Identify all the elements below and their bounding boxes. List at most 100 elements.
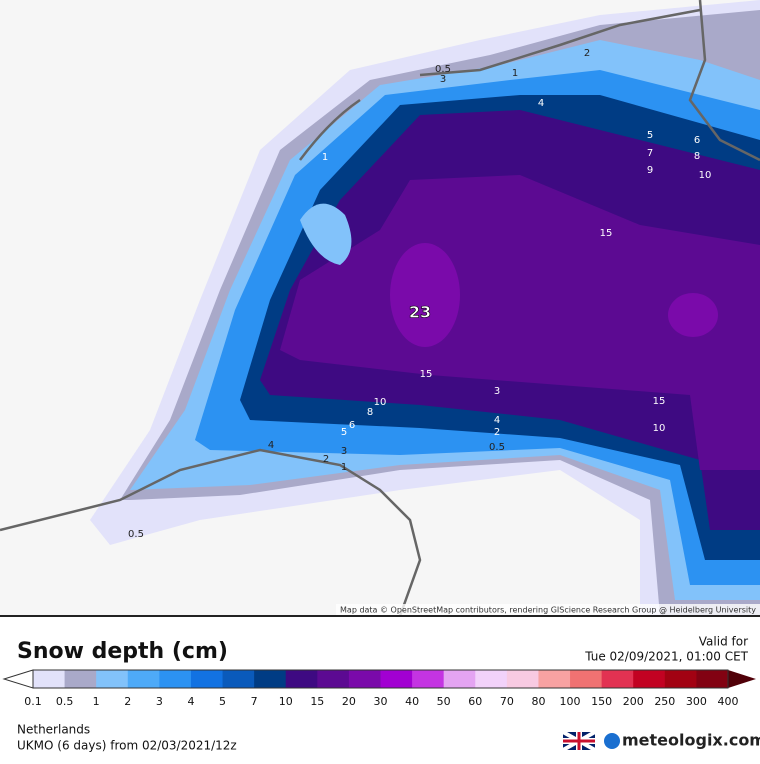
title: Snow depth (cm)	[17, 639, 228, 664]
swatch	[601, 670, 634, 688]
contour-label: 3	[341, 446, 347, 457]
swatch	[127, 670, 160, 688]
contour-label: 0.5	[489, 442, 505, 453]
swatch	[64, 670, 97, 688]
border	[688, 0, 760, 162]
contour-label: 6	[694, 135, 700, 146]
contour-label: 15	[653, 396, 666, 407]
colorbar-label: 100	[560, 695, 581, 708]
contour-label: 2	[323, 454, 329, 465]
colorbar-label: 150	[591, 695, 612, 708]
colorbar-label: 50	[437, 695, 451, 708]
swatch	[506, 670, 539, 688]
colorbar-label: 40	[405, 695, 419, 708]
contour-label: 15	[420, 369, 433, 380]
snow-layers	[90, 0, 760, 616]
coastline	[299, 8, 701, 161]
contour-label: 10	[653, 423, 666, 434]
attribution-bg	[336, 604, 760, 616]
region: Netherlands	[17, 723, 90, 737]
contour-label: 9	[647, 165, 653, 176]
contour-label: 3	[440, 74, 446, 85]
layer	[668, 293, 718, 337]
colorbar-label: 30	[374, 695, 388, 708]
contour-label: 4	[268, 440, 274, 451]
contour-label: 1	[512, 68, 518, 79]
swatch	[380, 670, 413, 688]
logo	[604, 733, 620, 749]
swatch	[412, 670, 445, 688]
contour-label: 3	[494, 386, 500, 397]
arrow-left	[2, 669, 34, 689]
flag	[562, 730, 596, 752]
colorbar-label: 200	[623, 695, 644, 708]
swatch	[33, 670, 66, 688]
colorbar-label: 20	[342, 695, 356, 708]
swatch	[254, 670, 287, 688]
swatch	[348, 670, 381, 688]
contour-label: 8	[367, 407, 373, 418]
valid-time: Tue 02/09/2021, 01:00 CET	[584, 650, 748, 664]
colorbar-label: 250	[654, 695, 675, 708]
colorbar-label: 15	[310, 695, 324, 708]
contour-label: 7	[647, 148, 653, 159]
colorbar-label: 5	[219, 695, 226, 708]
attribution: Map data © OpenStreetMap contributors, r…	[340, 606, 756, 615]
swatch	[633, 670, 666, 688]
swatch	[696, 670, 729, 688]
contour-label: 10	[374, 397, 387, 408]
contour-label: 6	[349, 420, 355, 431]
layer	[280, 175, 760, 470]
brand: meteologix.com	[622, 731, 760, 750]
contour-label: 8	[694, 151, 700, 162]
swatch	[285, 670, 318, 688]
contour-label: 2	[584, 48, 590, 59]
swatch	[317, 670, 350, 688]
colorbar-label: 0.1	[24, 695, 42, 708]
swatch	[443, 670, 476, 688]
contour-label: 5	[341, 427, 347, 438]
swatch	[159, 670, 192, 688]
colorbar-label: 2	[124, 695, 131, 708]
model: UKMO (6 days) from 02/03/2021/12z	[17, 739, 237, 753]
swatch	[190, 670, 224, 688]
colorbar-label: 10	[279, 695, 293, 708]
swatch	[538, 670, 571, 688]
borders	[0, 0, 760, 617]
colorbar-label: 80	[531, 695, 545, 708]
swatch	[222, 670, 255, 688]
colorbar-label: 300	[686, 695, 707, 708]
valid-label: Valid for	[699, 635, 748, 649]
colorbar-label: 7	[251, 695, 258, 708]
colorbar: 0.1 0.5 1 2 3 4 5 7 10 15 20 30 40 50 60 70 80 100 150 200 2…	[2, 669, 756, 708]
contour-label: 15	[600, 228, 613, 239]
contour-label: 0.5	[128, 529, 144, 540]
colorbar-label: 1	[93, 695, 100, 708]
contour-label: 1	[322, 152, 328, 163]
colorbar-label: 70	[500, 695, 514, 708]
swatch	[570, 670, 603, 688]
swatch	[96, 670, 129, 688]
contour-label: 1	[341, 462, 347, 473]
layer	[300, 203, 352, 265]
contour-label: 2	[494, 427, 500, 438]
contour-label: 0.5	[435, 64, 451, 75]
contour-label: 4	[494, 415, 500, 426]
contour-label: 4	[538, 98, 544, 109]
colorbar-label: 3	[156, 695, 163, 708]
frame	[32, 669, 729, 689]
colorbar-label: 4	[187, 695, 194, 708]
swatch	[664, 670, 697, 688]
contour-label: 10	[699, 170, 712, 181]
border	[0, 448, 422, 617]
arrow-right	[728, 670, 756, 688]
contour-label: 23	[409, 303, 431, 322]
contour-label: 5	[647, 130, 653, 141]
colorbar-label: 60	[468, 695, 482, 708]
colorbar-label: 0.5	[56, 695, 74, 708]
layer	[390, 243, 460, 347]
colorbar-label: 400	[718, 695, 739, 708]
swatch	[475, 670, 508, 688]
